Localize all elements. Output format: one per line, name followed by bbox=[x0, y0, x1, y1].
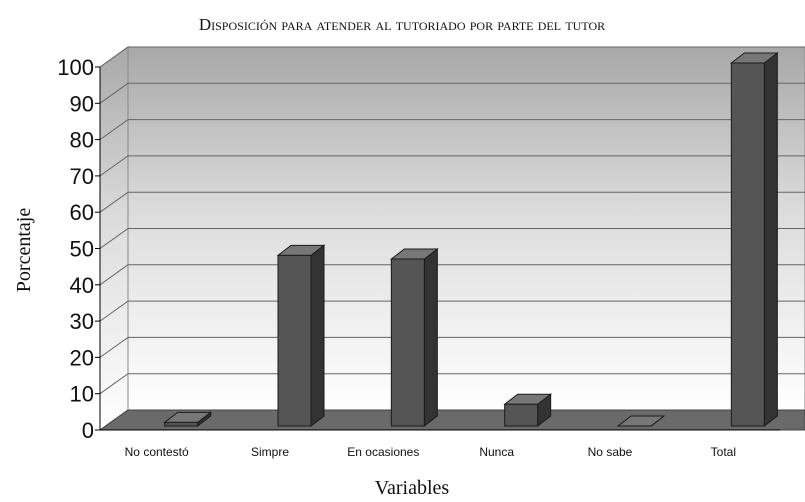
bar-side bbox=[423, 248, 438, 428]
y-tick-label: 90 bbox=[70, 91, 94, 116]
x-tick-label: Simpre bbox=[251, 445, 289, 459]
x-tick-label: No sabe bbox=[588, 445, 633, 459]
bar-front bbox=[730, 62, 765, 427]
chart-title: Disposición para atender al tutoriado po… bbox=[199, 15, 605, 34]
grid-line bbox=[99, 119, 805, 141]
x-tick-label: Nunca bbox=[479, 445, 514, 459]
x-tick-label: No contestó bbox=[125, 445, 189, 459]
grid-line bbox=[99, 46, 805, 68]
grid-line bbox=[99, 155, 805, 177]
bar-side bbox=[763, 51, 778, 428]
y-tick-label: 70 bbox=[70, 164, 94, 189]
grid-line bbox=[99, 82, 805, 104]
y-tick-label: 0 bbox=[82, 418, 94, 443]
grid-line bbox=[99, 373, 805, 395]
bar-front bbox=[164, 421, 199, 427]
x-tick-label: Total bbox=[711, 445, 736, 459]
y-tick-label: 30 bbox=[70, 309, 94, 334]
bar bbox=[389, 248, 439, 428]
bar bbox=[616, 415, 666, 427]
y-tick-label: 10 bbox=[70, 382, 94, 407]
bar-front bbox=[504, 403, 539, 427]
bar bbox=[163, 411, 213, 428]
grid-line bbox=[99, 228, 805, 249]
grid-line bbox=[99, 336, 805, 358]
x-axis-label: Variables bbox=[375, 477, 450, 499]
y-axis-label: Porcentaje bbox=[13, 208, 35, 293]
grid-line bbox=[99, 191, 805, 213]
y-tick-label: 40 bbox=[70, 273, 94, 298]
y-tick-label: 60 bbox=[70, 200, 94, 225]
y-tick-label: 20 bbox=[70, 345, 94, 370]
y-tick-label: 50 bbox=[70, 237, 94, 262]
x-tick-label: En ocasiones bbox=[347, 445, 419, 459]
y-tick-label: 100 bbox=[57, 55, 94, 80]
bar bbox=[503, 393, 553, 428]
bar-front bbox=[390, 258, 425, 427]
grid-line bbox=[99, 264, 805, 286]
bar bbox=[729, 51, 779, 428]
grid-line bbox=[99, 300, 805, 322]
bar-side bbox=[310, 244, 325, 428]
y-tick-label: 80 bbox=[70, 128, 94, 153]
bar bbox=[276, 244, 326, 428]
bar-front bbox=[277, 254, 312, 427]
